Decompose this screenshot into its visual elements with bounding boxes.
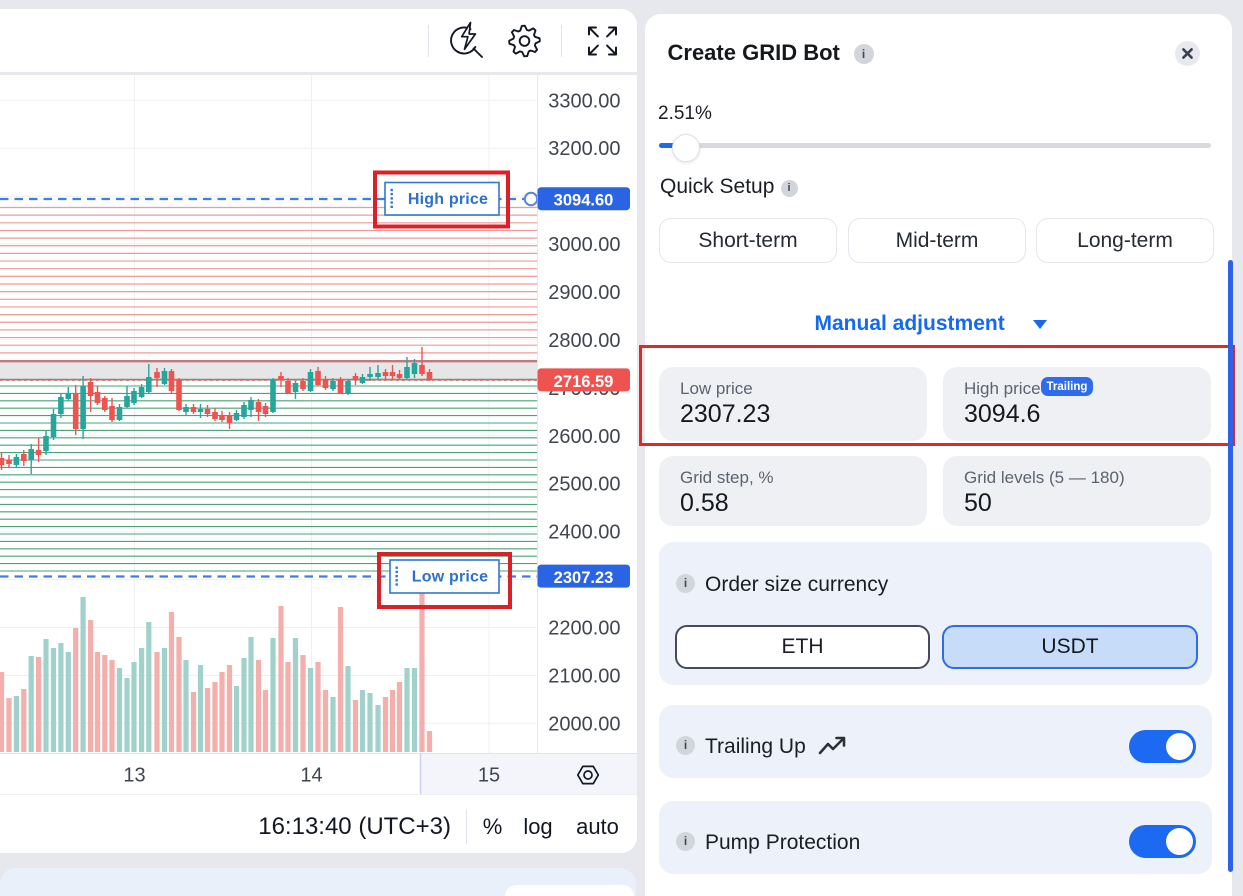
svg-text:2200.00: 2200.00 [548,618,620,640]
svg-text:%: % [483,814,503,839]
svg-text:14: 14 [300,765,322,787]
svg-text:3000.00: 3000.00 [548,234,620,256]
svg-text:3300.00: 3300.00 [548,90,620,112]
svg-text:auto: auto [576,814,619,839]
svg-text:16:13:40 (UTC+3): 16:13:40 (UTC+3) [258,813,451,840]
svg-text:2600.00: 2600.00 [548,426,620,448]
svg-text:log: log [523,814,552,839]
svg-text:3200.00: 3200.00 [548,138,620,160]
svg-text:2716.59: 2716.59 [554,373,614,391]
svg-text:2307.23: 2307.23 [554,569,614,587]
svg-text:High price: High price [408,191,488,208]
svg-text:Low price: Low price [412,569,488,586]
svg-text:2400.00: 2400.00 [548,522,620,544]
svg-text:2000.00: 2000.00 [548,713,620,735]
svg-text:2100.00: 2100.00 [548,666,620,688]
svg-text:2900.00: 2900.00 [548,282,620,304]
svg-text:13: 13 [123,765,145,787]
svg-text:3094.60: 3094.60 [554,192,614,210]
svg-text:2500.00: 2500.00 [548,474,620,496]
svg-text:2800.00: 2800.00 [548,330,620,352]
svg-text:15: 15 [478,765,500,787]
